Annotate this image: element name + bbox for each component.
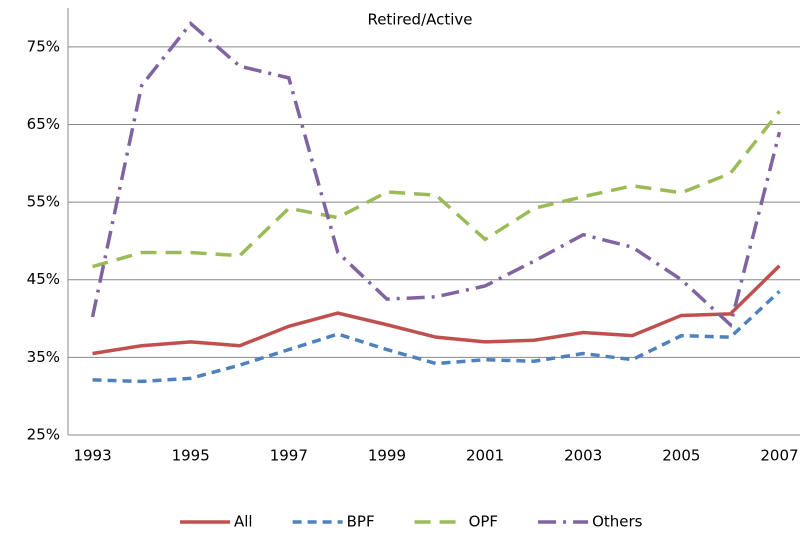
x-tick-label: 2007 xyxy=(760,447,798,465)
y-tick-label: 25% xyxy=(27,426,60,444)
chart-title: Retired/Active xyxy=(367,11,472,29)
series-line xyxy=(92,290,781,384)
y-tick-label: 55% xyxy=(27,193,60,211)
x-tick-label: 2003 xyxy=(564,447,602,465)
legend-label: BPF xyxy=(347,513,375,531)
x-tick-label: 2001 xyxy=(466,447,504,465)
legend-label: OPF xyxy=(469,513,498,531)
series-line xyxy=(90,21,782,329)
series-line xyxy=(92,264,781,356)
legend-label: Others xyxy=(592,513,643,531)
legend-label: All xyxy=(234,513,253,531)
x-tick-label: 1999 xyxy=(368,447,406,465)
x-tick-label: 1997 xyxy=(270,447,308,465)
series-line xyxy=(92,110,781,269)
y-tick-label: 35% xyxy=(27,348,60,366)
x-tick-label: 1995 xyxy=(172,447,210,465)
x-tick-label: 1993 xyxy=(73,447,111,465)
y-tick-label: 45% xyxy=(27,270,60,288)
y-tick-label: 75% xyxy=(27,37,60,55)
x-tick-label: 2005 xyxy=(662,447,700,465)
y-tick-label: 65% xyxy=(27,115,60,133)
